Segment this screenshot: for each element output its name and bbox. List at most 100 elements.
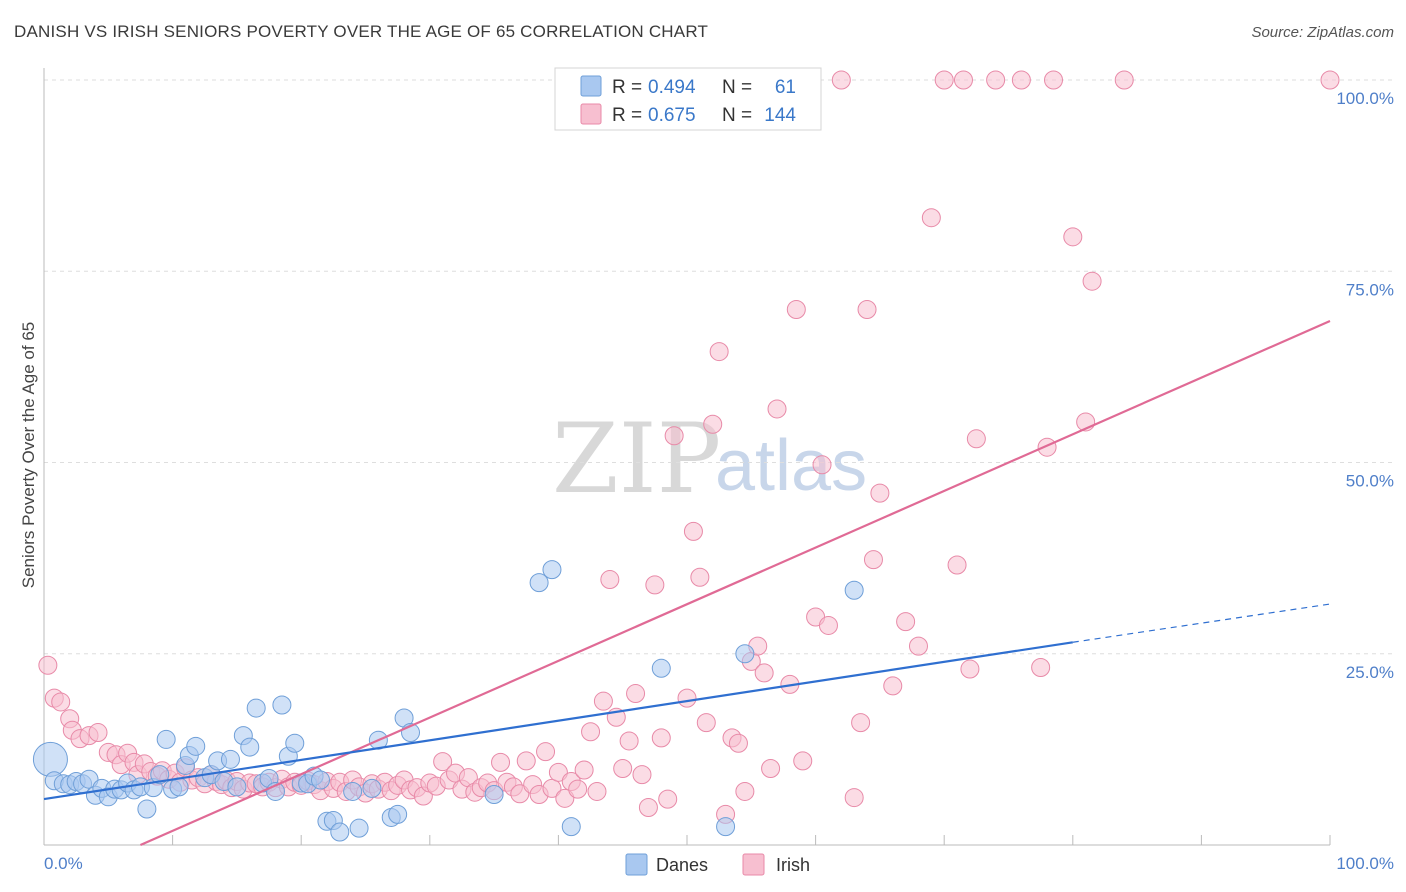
irish-point <box>516 751 536 771</box>
watermark-atlas: atlas <box>715 426 867 506</box>
danes-point <box>137 799 157 819</box>
irish-point <box>728 733 748 753</box>
irish-point <box>677 688 697 708</box>
irish-point <box>947 555 967 575</box>
danes-point <box>529 573 549 593</box>
danes-trend-line <box>43 641 1073 801</box>
danes-point <box>542 560 562 580</box>
legend-r-value-irish: 0.675 <box>648 105 696 126</box>
x-axis-ticks <box>43 835 1331 845</box>
danes-point <box>246 698 266 718</box>
y-tick-label: 50.0% <box>1346 472 1394 491</box>
danes-point <box>227 777 247 797</box>
irish-point <box>593 691 613 711</box>
irish-point <box>754 663 774 683</box>
irish-point <box>548 762 568 782</box>
irish-point <box>709 342 729 362</box>
irish-point <box>683 521 703 541</box>
danes-point <box>310 770 330 790</box>
danes-point <box>343 781 363 801</box>
irish-point <box>51 692 71 712</box>
danes-point <box>716 817 736 837</box>
danes-point <box>330 822 350 842</box>
y-tick-label: 25.0% <box>1346 663 1394 682</box>
legend-r-label-danes: R = <box>612 77 642 98</box>
danes-point <box>844 580 864 600</box>
irish-point <box>88 723 108 743</box>
irish-point <box>786 300 806 319</box>
bottom-legend-swatch-danes <box>625 853 648 876</box>
irish-point <box>690 567 710 587</box>
legend-swatch-irish <box>580 103 602 125</box>
irish-point <box>921 208 941 228</box>
danes-point <box>240 737 260 757</box>
irish-point <box>613 759 633 778</box>
irish-point <box>1031 658 1051 678</box>
irish-point <box>870 483 890 503</box>
irish-point <box>645 575 665 595</box>
irish-point <box>767 399 787 419</box>
legend-n-label-danes: N = <box>722 77 752 98</box>
irish-point <box>632 765 652 785</box>
irish-point <box>761 759 781 778</box>
irish-point <box>1044 70 1064 90</box>
irish-point <box>735 781 755 801</box>
irish-point <box>38 655 58 675</box>
watermark-zip: ZIP <box>552 403 721 515</box>
irish-point <box>433 752 453 772</box>
chart-title: DANISH VS IRISH SENIORS POVERTY OVER THE… <box>14 22 709 41</box>
irish-point <box>863 550 883 570</box>
y-tick-label: 100.0% <box>1336 89 1394 108</box>
bottom-legend-label-irish: Irish <box>776 855 810 875</box>
danes-point <box>349 818 369 838</box>
series-legend: Danes Irish <box>625 853 810 876</box>
legend-n-value-irish: 144 <box>764 105 796 126</box>
irish-point <box>1114 70 1134 90</box>
danes-points <box>32 560 864 842</box>
irish-point <box>658 789 678 809</box>
legend-swatch-danes <box>580 75 602 97</box>
irish-point <box>664 426 684 446</box>
irish-point <box>542 778 562 798</box>
y-tick-label: 75.0% <box>1346 280 1394 299</box>
irish-point <box>812 455 832 475</box>
irish-point <box>851 713 871 733</box>
irish-point <box>966 429 986 449</box>
irish-point <box>574 760 594 780</box>
danes-point <box>220 749 240 769</box>
legend-n-label-irish: N = <box>722 105 752 126</box>
irish-point <box>1082 271 1102 291</box>
watermark: ZIP atlas <box>552 403 867 515</box>
irish-point <box>934 70 954 90</box>
danes-point <box>272 695 292 715</box>
irish-point <box>960 659 980 679</box>
irish-point <box>908 636 928 656</box>
danes-point <box>32 741 68 777</box>
danes-point <box>285 733 305 753</box>
danes-point <box>388 804 408 824</box>
legend-r-label-irish: R = <box>612 105 642 126</box>
irish-point <box>844 788 864 808</box>
danes-point <box>150 765 170 785</box>
irish-point <box>536 742 556 762</box>
irish-point <box>651 728 671 748</box>
irish-point <box>1011 70 1031 90</box>
irish-point <box>793 751 813 771</box>
danes-point <box>79 769 99 789</box>
danes-point <box>484 785 504 805</box>
x-tick-label-max: 100.0% <box>1336 854 1394 873</box>
irish-point <box>896 612 916 632</box>
irish-point <box>626 684 646 704</box>
legend-n-value-danes: 61 <box>775 77 796 98</box>
irish-point <box>491 752 511 772</box>
irish-point <box>638 798 658 818</box>
irish-point <box>818 615 838 635</box>
x-tick-label-min: 0.0% <box>44 854 83 873</box>
danes-point <box>735 644 755 664</box>
irish-point <box>696 713 716 733</box>
trend-lines <box>43 319 1331 847</box>
source-credit: Source: ZipAtlas.com <box>1251 24 1394 41</box>
y-axis-title: Seniors Poverty Over the Age of 65 <box>19 322 38 588</box>
danes-point <box>561 817 581 837</box>
